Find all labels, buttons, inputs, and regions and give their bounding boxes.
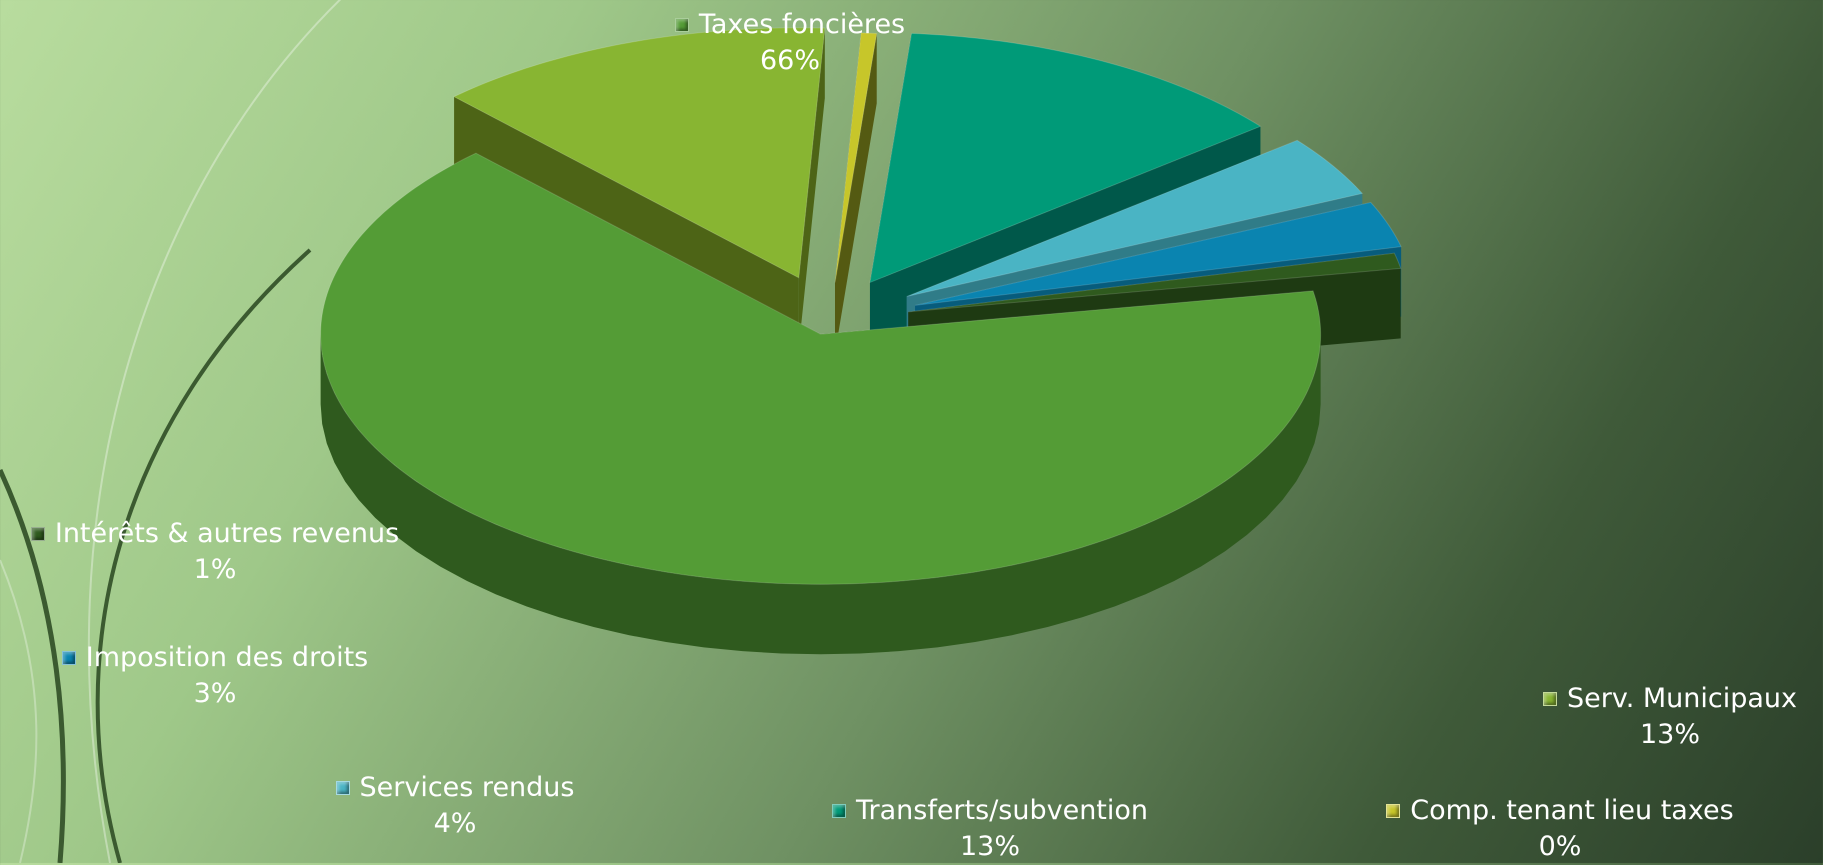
slice-top-5 bbox=[915, 201, 1402, 306]
slice-top-1 bbox=[452, 27, 826, 279]
pie-slice bbox=[320, 152, 1322, 655]
label-value: 13% bbox=[1639, 719, 1700, 750]
label-serv-municipaux: Serv. Municipaux 13% bbox=[1520, 681, 1820, 753]
label-transferts-subvention: Transferts/subvention 13% bbox=[790, 793, 1190, 865]
slice-top-0 bbox=[320, 152, 1322, 585]
label-value: 0% bbox=[1538, 831, 1582, 862]
label-name: Transferts/subvention bbox=[855, 795, 1149, 826]
label-name: Taxes foncières bbox=[698, 9, 906, 40]
label-comp-tenant-lieu-taxes: Comp. tenant lieu taxes 0% bbox=[1335, 793, 1785, 865]
label-value: 13% bbox=[959, 831, 1020, 862]
label-taxes-foncieres: Taxes foncières 66% bbox=[610, 7, 970, 79]
label-imposition-des-droits: Imposition des droits 3% bbox=[30, 640, 400, 712]
slice-top-2 bbox=[834, 32, 878, 283]
label-name: Comp. tenant lieu taxes bbox=[1410, 795, 1734, 826]
legend-swatch bbox=[674, 18, 689, 32]
legend-swatch bbox=[335, 781, 350, 795]
label-value: 3% bbox=[193, 678, 237, 709]
label-name: Imposition des droits bbox=[85, 642, 369, 673]
slice-inner-wall bbox=[798, 28, 825, 348]
slice-top-4 bbox=[906, 139, 1364, 297]
legend-swatch bbox=[1542, 692, 1557, 706]
label-value: 4% bbox=[433, 808, 477, 839]
slice-top-6 bbox=[908, 252, 1402, 313]
legend-swatch bbox=[61, 651, 76, 665]
slice-outer-rim bbox=[320, 334, 1321, 655]
label-interets-autres-revenus: Intérêts & autres revenus 1% bbox=[10, 516, 420, 588]
label-value: 1% bbox=[193, 554, 237, 585]
label-name: Serv. Municipaux bbox=[1566, 683, 1798, 714]
label-name: Intérêts & autres revenus bbox=[54, 518, 400, 549]
legend-swatch bbox=[831, 804, 846, 818]
pie-slice bbox=[834, 32, 878, 353]
legend-swatch bbox=[1386, 804, 1401, 818]
label-name: Services rendus bbox=[359, 772, 575, 803]
slice-inner-wall bbox=[835, 33, 877, 353]
label-services-rendus: Services rendus 4% bbox=[290, 770, 620, 842]
label-value: 66% bbox=[759, 45, 820, 76]
legend-swatch bbox=[30, 527, 45, 541]
slice-top-3 bbox=[869, 32, 1262, 284]
